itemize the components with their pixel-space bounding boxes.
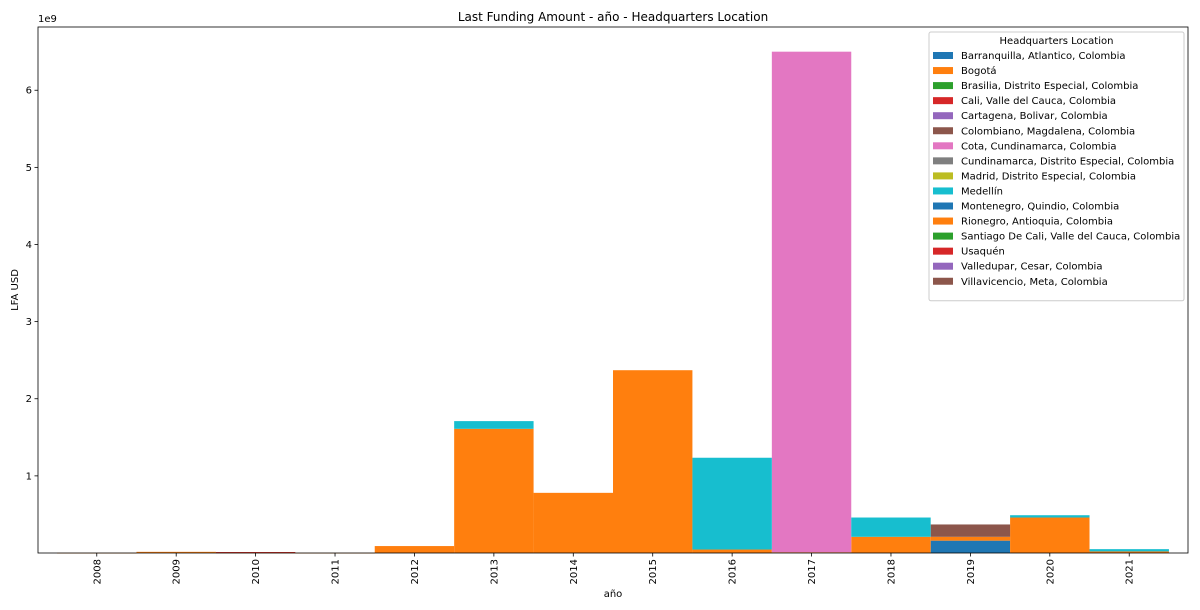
legend-label: Cota, Cundinamarca, Colombia: [961, 141, 1117, 152]
bar-segment: [613, 370, 693, 553]
legend-label: Santiago De Cali, Valle del Cauca, Colom…: [961, 232, 1180, 243]
legend-label: Barranquilla, Atlantico, Colombia: [961, 51, 1126, 62]
legend-swatch: [933, 217, 953, 225]
y-axis-offset-label: 1e9: [38, 14, 57, 25]
x-tick-label: 2012: [410, 559, 421, 584]
legend-label: Rionegro, Antioquia, Colombia: [961, 217, 1113, 228]
legend-swatch: [933, 262, 953, 270]
legend-swatch: [933, 157, 953, 165]
x-axis-label: año: [604, 589, 623, 600]
legend-label: Madrid, Distrito Especial, Colombia: [961, 171, 1136, 182]
bar-segment: [851, 517, 931, 537]
x-tick-label: 2013: [489, 559, 500, 584]
legend-swatch: [933, 247, 953, 255]
y-tick-label: 1: [26, 471, 32, 482]
bar-segment: [1010, 515, 1090, 518]
legend-label: Cundinamarca, Distrito Especial, Colombi…: [961, 156, 1174, 167]
x-tick-label: 2018: [886, 559, 897, 584]
bar-segment: [692, 549, 772, 553]
y-tick-label: 2: [26, 394, 32, 405]
legend-swatch: [933, 67, 953, 75]
bar-segment: [930, 536, 1011, 541]
bar-segment: [930, 524, 1011, 537]
x-tick-label: 2008: [92, 559, 103, 584]
bar-segment: [692, 457, 772, 550]
bar-segment: [771, 51, 852, 553]
x-tick-label: 2021: [1125, 559, 1136, 584]
x-tick-label: 2020: [1045, 559, 1056, 584]
bar-segment: [215, 552, 296, 553]
x-tick-label: 2017: [807, 559, 818, 584]
legend-label: Valledupar, Cesar, Colombia: [961, 262, 1102, 273]
x-tick-label: 2019: [966, 559, 977, 584]
legend-frame: [928, 31, 1185, 302]
legend-swatch: [933, 187, 953, 195]
plot-area: 1 2 3 4 5 6 2008 2009 2010 2011 2012 2013 2014 2015 20…: [26, 26, 1189, 584]
x-tick-label: 2015: [648, 559, 659, 584]
x-tick-label: 2011: [331, 559, 342, 584]
y-tick-label: 6: [26, 86, 32, 97]
bar-segment: [1089, 549, 1169, 552]
y-tick-label: 3: [26, 317, 32, 328]
legend-label: Brasilia, Distrito Especial, Colombia: [961, 81, 1138, 92]
legend: Headquarters Location Barranquilla, Atla…: [928, 31, 1185, 302]
chart-title: Last Funding Amount - año - Headquarters…: [458, 10, 768, 24]
x-tick-label: 2009: [172, 559, 183, 584]
legend-swatch: [933, 277, 953, 285]
legend-label: Villavicencio, Meta, Colombia: [961, 277, 1108, 288]
legend-swatch: [933, 202, 953, 210]
legend-label: Cali, Valle del Cauca, Colombia: [961, 96, 1116, 107]
bar-segment: [454, 428, 534, 553]
y-tick-label: 5: [26, 163, 32, 174]
x-tick-label: 2016: [728, 559, 739, 584]
legend-title: Headquarters Location: [1000, 36, 1114, 47]
plot-frame: [37, 26, 1189, 554]
legend-items: Barranquilla, Atlantico, Colombia Bogotá B…: [933, 51, 1180, 288]
x-tick-label: 2014: [569, 559, 580, 584]
y-tick-label: 4: [26, 240, 32, 251]
legend-swatch: [933, 127, 953, 135]
legend-label: Medellín: [961, 185, 1003, 197]
bar-segment: [533, 492, 613, 553]
legend-label: Montenegro, Quindio, Colombia: [961, 202, 1119, 213]
legend-swatch: [933, 112, 953, 120]
legend-swatch: [933, 142, 953, 150]
bar-segment: [1010, 517, 1090, 553]
x-tick-label: 2010: [251, 559, 262, 584]
legend-swatch: [933, 97, 953, 105]
legend-label: Bogotá: [961, 65, 997, 77]
y-axis-label: LFA USD: [10, 269, 21, 311]
legend-label: Colombiano, Magdalena, Colombia: [961, 126, 1135, 137]
legend-swatch: [933, 172, 953, 180]
legend-label: Usaquén: [961, 246, 1005, 258]
legend-label: Cartagena, Bolivar, Colombia: [961, 111, 1108, 122]
bar-segment: [851, 536, 931, 553]
legend-swatch: [933, 82, 953, 90]
bar-segment: [374, 546, 455, 553]
bar-segment: [1089, 551, 1169, 553]
bar-segment: [454, 421, 534, 429]
bar-segment: [136, 551, 216, 553]
legend-swatch: [933, 52, 953, 59]
bar-segment: [930, 540, 1011, 553]
legend-swatch: [933, 232, 953, 240]
